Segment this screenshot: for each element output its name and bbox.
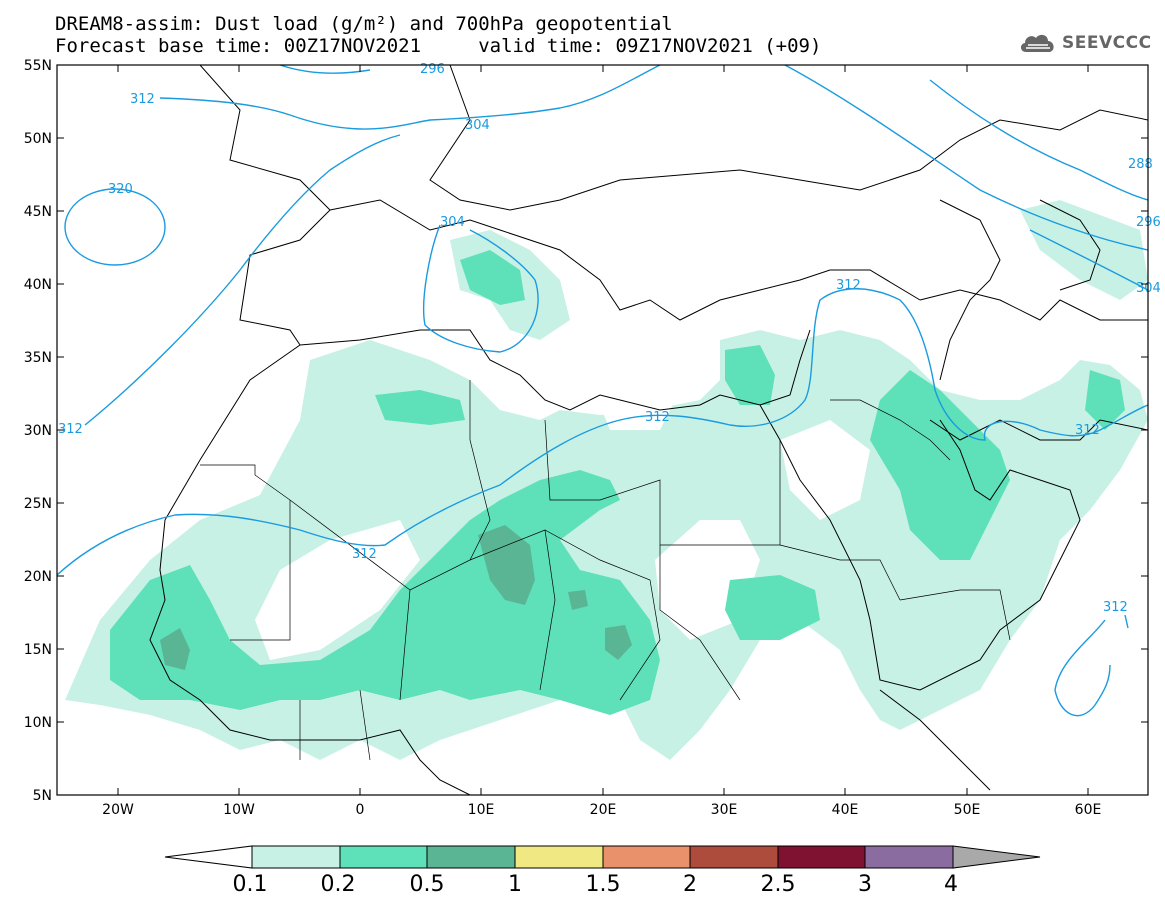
logo: SEEVCCC <box>1018 28 1152 58</box>
contour-label: 304 <box>465 118 490 133</box>
colorbar-segment <box>777 845 866 869</box>
dust-region-dark-senegal <box>160 628 190 670</box>
lon-label: 20W <box>102 802 134 818</box>
contour-label: 312 <box>1103 600 1128 615</box>
dust-region-dark-niger <box>568 590 588 610</box>
dust-region-medium-iran <box>1085 370 1125 430</box>
colorbar-label: 2 <box>683 872 697 897</box>
colorbar-segment <box>514 845 604 869</box>
colorbar-segment <box>689 845 779 869</box>
colorbar-label: 0.2 <box>321 872 356 897</box>
colorbar-upper-arrow <box>952 845 1041 869</box>
contour-label: 312 <box>58 422 83 437</box>
lat-label: 15N <box>24 642 52 658</box>
contour-label: 312 <box>836 278 861 293</box>
contour-label: 304 <box>440 215 465 230</box>
contour-label: 312 <box>645 410 670 425</box>
dust-region-medium-arabia <box>870 370 1010 560</box>
dust-region-dark-chad <box>605 625 632 660</box>
colorbar-segment <box>602 845 691 869</box>
dust-region-medium <box>110 470 660 715</box>
contour-label: 312 <box>352 547 377 562</box>
lon-label: 0 <box>356 802 365 818</box>
lon-labels: 20W 10W 0 10E 20E 30E 40E 50E 60E <box>102 802 1101 818</box>
lat-label: 50N <box>24 131 52 147</box>
colorbar-segment <box>864 845 954 869</box>
colorbar-label: 0.5 <box>410 872 445 897</box>
colorbar-segment <box>339 845 428 869</box>
borders <box>200 380 1011 761</box>
contour-label: 312 <box>1075 423 1100 438</box>
lon-label: 10E <box>468 802 495 818</box>
lon-label: 20E <box>590 802 617 818</box>
dust-field <box>65 200 1148 760</box>
colorbar-label: 1 <box>508 872 522 897</box>
lon-label: 10W <box>223 802 255 818</box>
colorbar-lower-arrow <box>164 845 253 869</box>
colorbar-labels: 0.1 0.2 0.5 1 1.5 2 2.5 3 4 <box>233 872 959 897</box>
lat-label: 40N <box>24 277 52 293</box>
dust-region-dark <box>478 525 535 605</box>
dust-region-medium-algeria <box>375 390 465 425</box>
geopotential-contours <box>57 65 1148 717</box>
lat-label: 45N <box>24 204 52 220</box>
lon-label: 30E <box>711 802 738 818</box>
colorbar <box>164 845 1041 869</box>
dust-region-medium-sudan <box>725 575 820 640</box>
lat-label: 25N <box>24 496 52 512</box>
colorbar-label: 1.5 <box>586 872 621 897</box>
colorbar-label: 2.5 <box>761 872 796 897</box>
lat-label: 55N <box>24 58 52 74</box>
logo-text: SEEVCCC <box>1062 33 1152 53</box>
lon-label: 40E <box>832 802 859 818</box>
lat-label: 30N <box>24 423 52 439</box>
colorbar-segment <box>426 845 516 869</box>
contour-labels: 312 320 304 304 296 312 312 312 312 312 … <box>58 62 1161 615</box>
colorbar-label: 4 <box>944 872 958 897</box>
lat-label: 5N <box>33 788 52 804</box>
lon-label: 60E <box>1075 802 1102 818</box>
cloud-icon <box>1020 34 1054 52</box>
contour-label: 312 <box>130 92 155 107</box>
colorbar-label: 0.1 <box>233 872 268 897</box>
title-line-1: DREAM8-assim: Dust load (g/m²) and 700hP… <box>55 13 673 35</box>
colorbar-label: 3 <box>858 872 872 897</box>
colorbar-segment <box>251 845 341 869</box>
dust-region-medium-sardinia <box>460 250 525 305</box>
contour-label: 320 <box>108 182 133 197</box>
contour-label: 288 <box>1128 157 1153 172</box>
lat-label: 35N <box>24 350 52 366</box>
lat-label: 20N <box>24 569 52 585</box>
lon-label: 50E <box>954 802 981 818</box>
contour-label: 296 <box>420 62 445 77</box>
axis-ticks <box>57 64 1148 795</box>
lat-label: 10N <box>24 715 52 731</box>
lat-labels: 55N 50N 45N 40N 35N 30N 25N 20N 15N 10N … <box>24 58 52 804</box>
dust-region-light-iran <box>1020 200 1148 300</box>
coastlines <box>149 65 1148 795</box>
dust-region-medium-egypt <box>725 345 775 405</box>
title-line-2: Forecast base time: 00Z17NOV2021 valid t… <box>55 35 822 57</box>
